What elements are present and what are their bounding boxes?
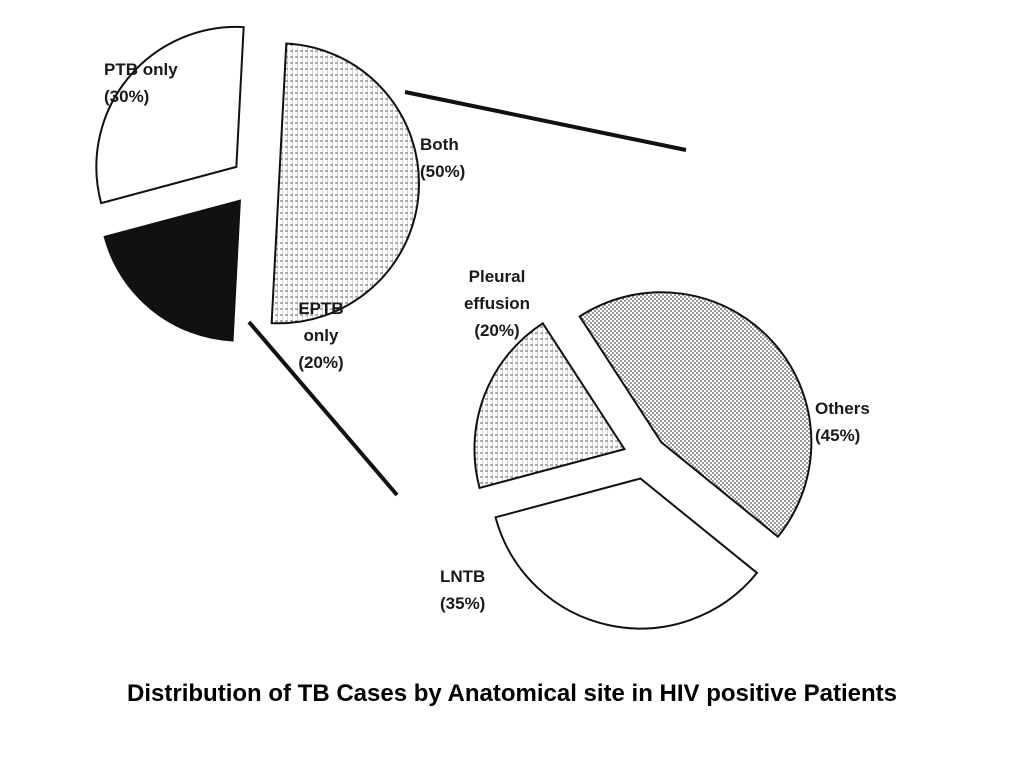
pie-slice-pleural-effusion [473,321,627,490]
slice-label-eptb-only: EPTB only (20%) [298,299,343,372]
slice-label-others: Others (45%) [815,399,870,445]
slice-label-ptb-only: PTB only (30%) [104,60,178,106]
slice-label-both: Both (50%) [420,135,465,181]
pie-slice-lntb [494,477,759,630]
slice-label-lntb: LNTB (35%) [440,567,485,613]
pie-chart-tb-site: PTB only (30%) Both (50%) EPTB only (20%) [95,25,465,372]
slice-label-pleural-effusion: Pleural effusion (20%) [464,267,530,340]
connector-line-bottom [247,320,399,497]
pie-slice-both [270,42,420,325]
pie-slice-ptb-only [95,25,245,205]
pie-slice-others [578,291,813,539]
pie-chart-eptb-site: Pleural effusion (20%) Others (45%) LNTB (35%) [440,267,870,630]
pie-slice-eptb-only [103,199,241,342]
connector-line-top [404,90,687,152]
chart-caption: Distribution of TB Cases by Anatomical s… [127,680,897,707]
